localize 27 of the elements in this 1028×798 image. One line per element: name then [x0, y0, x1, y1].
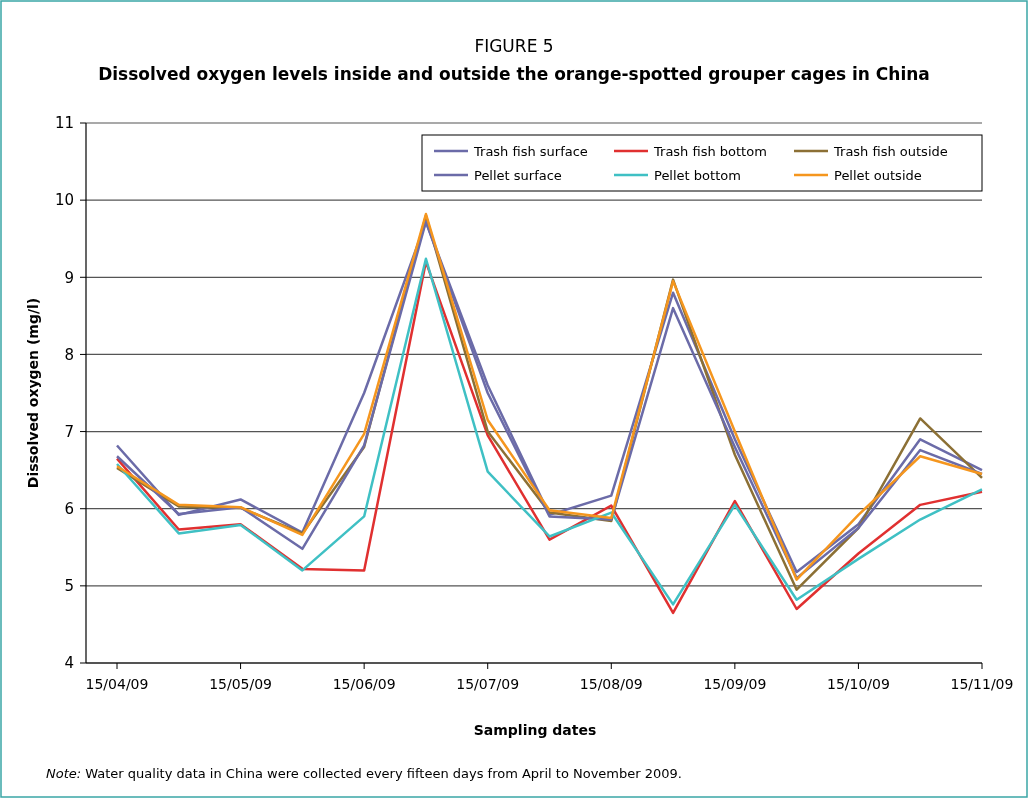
chart-title: FIGURE 5 [474, 36, 554, 56]
y-axis-title: Dissolved oxygen (mg/l) [25, 297, 41, 489]
legend-label: Trash fish surface [473, 143, 588, 159]
legend-label: Pellet bottom [654, 167, 741, 183]
x-tick-label: 15/08/09 [579, 676, 643, 692]
legend-label: Pellet surface [474, 167, 562, 183]
x-tick-label: 15/10/09 [826, 676, 890, 692]
y-tick-label: 10 [54, 191, 74, 210]
x-tick-label: 15/07/09 [456, 676, 520, 692]
text: Note: Water quality data in China were collected every fifteen days from April to November 2009. [46, 766, 682, 781]
x-tick-label: 15/09/09 [703, 676, 767, 692]
y-tick-label: 5 [64, 577, 74, 596]
y-tick-label: 6 [64, 499, 74, 518]
y-tick-label: 8 [64, 345, 74, 364]
x-tick-label: 15/06/09 [332, 676, 396, 692]
legend-label: Trash fish outside [833, 143, 948, 159]
x-tick-label: 15/11/09 [950, 676, 1014, 692]
y-tick-label: 4 [64, 654, 74, 673]
legend-label: Pellet outside [834, 167, 922, 183]
y-tick-label: 9 [64, 268, 74, 287]
legend-label: Trash fish bottom [653, 143, 767, 159]
x-axis-title: Sampling dates [473, 722, 597, 738]
x-tick-label: 15/05/09 [209, 676, 273, 692]
y-tick-label: 11 [54, 114, 74, 133]
chart-subtitle: Dissolved oxygen levels inside and outside the orange-spotted grouper cages in China [98, 64, 930, 84]
x-tick-label: 15/04/09 [85, 676, 149, 692]
y-tick-label: 7 [64, 422, 74, 441]
